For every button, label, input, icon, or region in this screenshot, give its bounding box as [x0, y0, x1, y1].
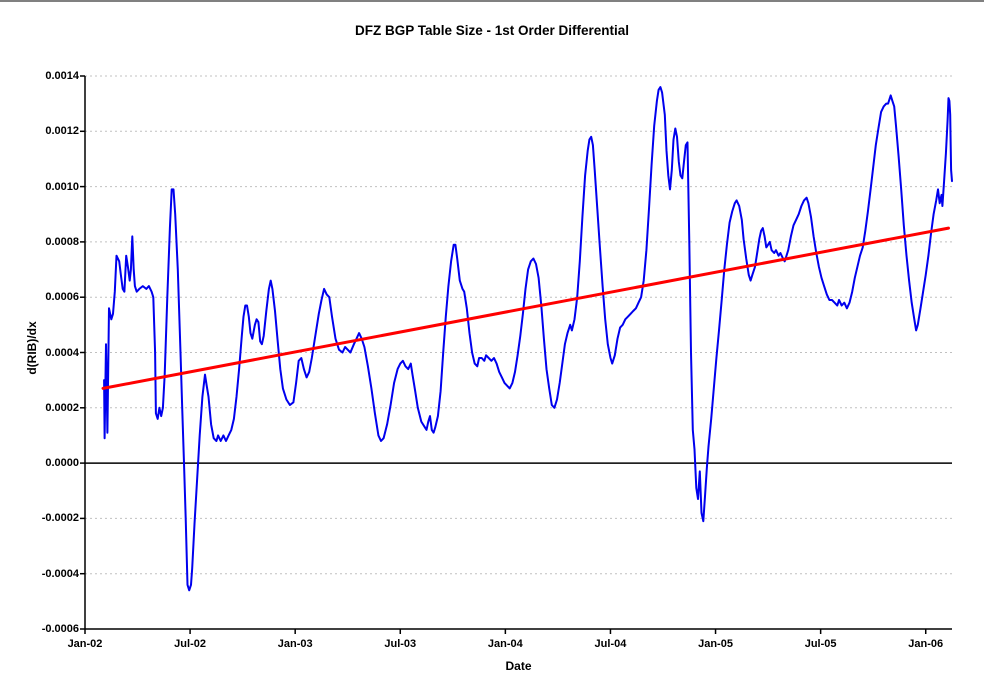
x-tick-label: Jan-06 [908, 638, 944, 650]
observed-differential-line [103, 86, 953, 592]
x-tick-label: Jan-04 [487, 638, 523, 650]
y-tick-label: 0.0006 [45, 291, 79, 304]
x-tick-label: Jul-03 [384, 638, 417, 650]
x-tick-label: Jan-03 [277, 638, 313, 650]
y-tick-label: 0.0014 [45, 70, 79, 82]
y-tick-label: -0.0002 [41, 512, 79, 525]
y-tick-label: -0.0006 [41, 623, 79, 635]
y-tick-label: 0.0008 [45, 235, 79, 248]
x-tick-label: Jul-02 [174, 638, 206, 650]
linear-trend-line [101, 226, 950, 390]
y-tick-label: 0.0002 [45, 401, 79, 414]
y-tick-label: 0.0012 [45, 125, 79, 138]
y-tick-label: 0.0004 [45, 346, 79, 359]
y-tick-label: -0.0004 [41, 567, 79, 580]
y-tick-label: 0.0010 [45, 180, 79, 193]
window-top-border [0, 0, 984, 2]
x-axis-title: Date [505, 659, 532, 673]
x-tick-label: Jan-02 [67, 638, 103, 650]
x-tick-label: Jul-05 [804, 638, 837, 650]
x-tick-label: Jan-05 [698, 638, 733, 650]
chart-title: DFZ BGP Table Size - 1st Order Different… [354, 23, 630, 38]
y-tick-label: 0.0000 [45, 457, 79, 470]
x-tick-label: Jul-04 [594, 638, 627, 650]
